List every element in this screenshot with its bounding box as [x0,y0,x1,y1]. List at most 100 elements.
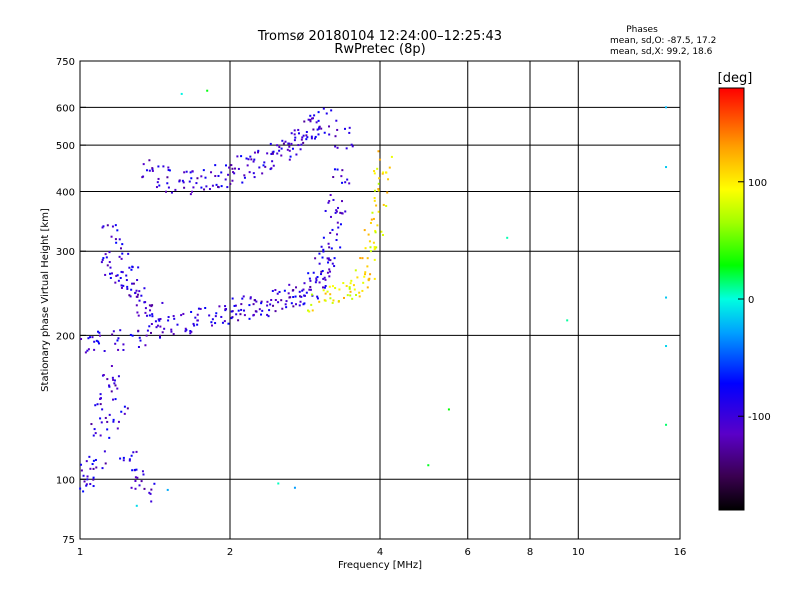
data-point [234,167,237,170]
data-point [142,175,145,178]
data-point [369,273,372,276]
data-point [117,337,120,340]
x-tick-label: 10 [572,547,585,558]
data-point [308,288,311,291]
data-point [324,278,327,281]
data-point [280,147,283,150]
data-point [130,268,133,271]
data-point [310,135,313,138]
data-point [348,126,351,129]
data-point [305,291,308,294]
data-point [297,132,300,135]
data-point [271,152,274,155]
chart-title: Tromsø 20180104 12:24:00–12:25:43 [257,29,502,44]
data-point [93,348,96,351]
data-point [167,169,170,172]
data-point [99,417,102,420]
data-point [134,476,137,479]
data-point [260,302,263,305]
data-point [150,500,153,503]
x-tick-label: 4 [377,547,383,558]
data-point [381,234,384,237]
data-point [117,375,120,378]
data-point [108,251,111,254]
data-point [165,190,168,193]
data-point [247,158,250,161]
data-point [84,351,87,354]
data-point [337,226,340,229]
data-point [159,325,162,328]
data-point [292,305,295,308]
data-point [252,172,255,175]
data-point [305,138,308,141]
data-point [331,301,334,304]
data-point [102,374,105,377]
data-point [386,191,389,194]
data-point [385,171,388,174]
data-point [336,233,339,236]
data-point [274,310,277,313]
data-point [167,316,170,319]
data-point [101,467,104,470]
data-point [320,127,323,130]
data-point [323,286,326,289]
data-point [369,250,372,253]
data-point [172,333,175,336]
data-point [373,172,376,175]
data-point [116,387,119,390]
data-point [364,273,367,276]
data-point [340,175,343,178]
data-point [343,127,346,130]
data-point [280,299,283,302]
data-point [188,180,191,183]
data-point [85,460,88,463]
data-point [378,177,381,180]
data-point [92,476,95,479]
data-point [328,285,331,288]
data-point [170,328,173,331]
data-point [166,488,169,491]
data-point [156,181,159,184]
data-point [104,273,107,276]
data-point [192,322,195,325]
y-tick-label: 200 [56,331,75,342]
data-point [136,311,139,314]
data-point [348,182,351,185]
data-point [224,305,227,308]
data-point [190,310,193,313]
data-point [162,165,165,168]
data-point [167,166,170,169]
data-point [373,170,376,173]
data-point [120,257,123,260]
data-point [214,175,217,178]
x-tick-label: 1 [77,547,83,558]
y-tick-label: 750 [56,57,75,68]
data-point [339,223,342,226]
data-point [369,221,372,224]
data-point [271,289,274,292]
data-point [375,204,378,207]
data-point [181,179,184,182]
data-point [345,284,348,287]
data-point [150,323,153,326]
data-point [104,462,107,465]
data-point [196,319,199,322]
data-point [339,246,342,249]
data-point [300,295,303,298]
data-point [237,309,240,312]
data-point [105,256,108,259]
data-point [122,456,125,459]
data-point [261,309,264,312]
data-point [427,464,430,467]
data-point [358,295,361,298]
data-point [114,281,117,284]
data-point [354,269,357,272]
y-tick-labels: 75 100 200 300 400 500 600 750 [56,57,86,546]
data-point [376,224,379,227]
data-point [336,221,339,224]
data-point [103,350,106,353]
data-point [309,285,312,288]
data-point [326,257,329,260]
data-point [366,265,369,268]
data-point [293,139,296,142]
